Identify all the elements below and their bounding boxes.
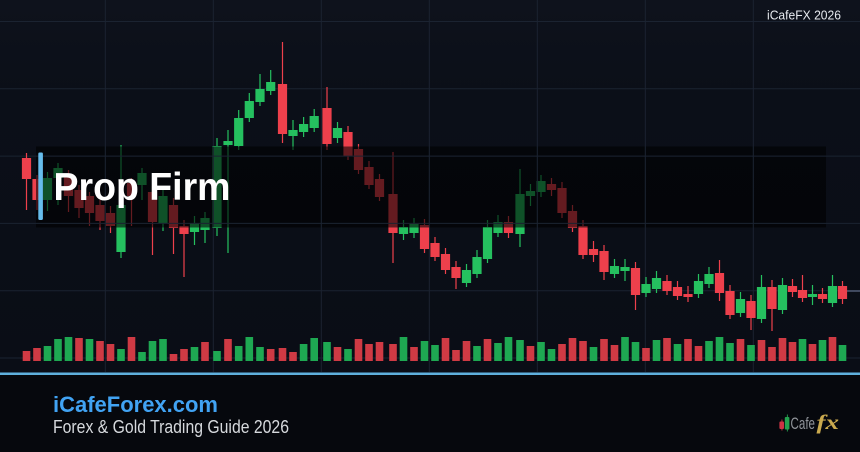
svg-text:Cafe: Cafe: [791, 415, 816, 433]
svg-text:iCafeFX 2026: iCafeFX 2026: [767, 8, 841, 23]
svg-text:iCafeForex.com: iCafeForex.com: [53, 392, 218, 417]
svg-text:Prop Firm: Prop Firm: [54, 166, 231, 209]
svg-text:fx: fx: [817, 410, 840, 434]
svg-text:Forex & Gold Trading Guide 202: Forex & Gold Trading Guide 2026: [53, 416, 289, 437]
